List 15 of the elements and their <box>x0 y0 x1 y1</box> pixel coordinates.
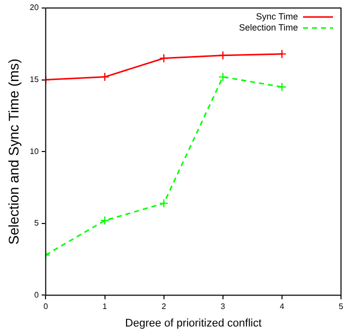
y-tick-label: 5 <box>34 218 40 228</box>
x-axis-title: Degree of prioritized conflict <box>125 317 262 330</box>
x-tick-label: 0 <box>43 302 48 312</box>
legend-label: Sync Time <box>256 11 298 22</box>
x-tick-label: 4 <box>280 302 285 312</box>
y-tick-label: 20 <box>30 3 40 12</box>
x-tick-label: 3 <box>220 302 226 312</box>
y-axis-title: Selection and Sync Time (ms) <box>5 58 22 245</box>
y-tick-label: 10 <box>30 146 40 156</box>
x-tick-label: 2 <box>162 302 167 312</box>
x-tick-label: 1 <box>102 302 108 312</box>
y-tick-label: 15 <box>30 75 40 84</box>
x-tick-label: 5 <box>338 302 344 312</box>
y-tick-label: 0 <box>34 290 40 300</box>
legend-label: Selection Time <box>238 22 298 32</box>
